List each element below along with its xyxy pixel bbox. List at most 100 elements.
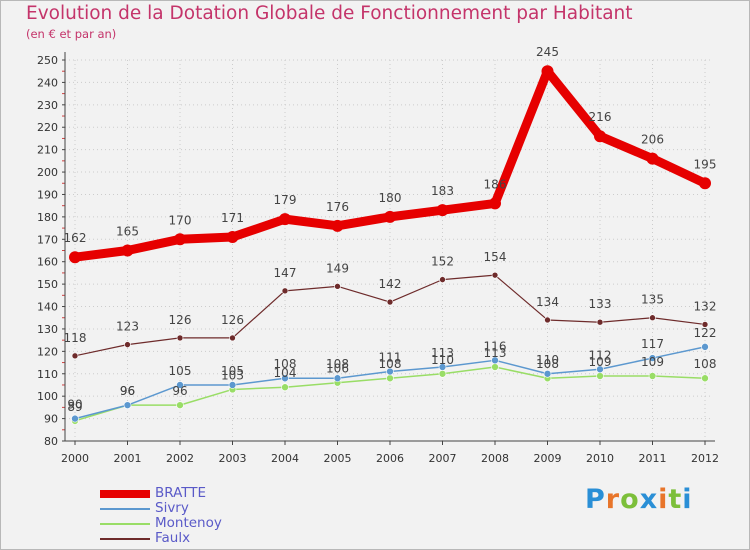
y-tick-label-80: 80 — [44, 435, 58, 448]
data-label-bratte-2008: 186 — [484, 177, 507, 191]
point-bratte-2000 — [69, 251, 81, 264]
point-bratte-2012 — [699, 177, 711, 190]
legend-item-sivry: Sivry — [100, 501, 300, 516]
point-sivry-2006 — [386, 367, 394, 376]
x-tick-label-2008: 2008 — [481, 452, 509, 465]
y-tick-label-160: 160 — [37, 256, 58, 269]
point-sivry-2001 — [123, 401, 132, 409]
y-tick-label-180: 180 — [37, 211, 58, 224]
y-tick-label-220: 220 — [37, 121, 58, 134]
data-label-sivry-2012: 122 — [694, 326, 717, 340]
data-label-montenoy-2003: 103 — [221, 368, 244, 382]
point-sivry-2007 — [438, 363, 447, 371]
data-label-faulx-2010: 133 — [589, 297, 612, 311]
point-montenoy-2002 — [176, 401, 184, 409]
point-bratte-2001 — [121, 244, 134, 257]
point-faulx-2012 — [701, 321, 709, 328]
legend-label-montenoy: Montenoy — [155, 515, 222, 531]
x-tick-label-2004: 2004 — [271, 452, 299, 465]
x-tick-label-2000: 2000 — [61, 452, 89, 465]
data-label-montenoy-2002: 96 — [172, 384, 187, 398]
point-sivry-2009 — [543, 369, 552, 378]
data-label-montenoy-2006: 108 — [379, 357, 402, 371]
point-faulx-2011 — [649, 314, 656, 322]
data-label-sivry-2010: 112 — [589, 348, 612, 362]
point-montenoy-2008 — [491, 363, 499, 371]
legend-swatch-bratte — [100, 490, 150, 498]
data-label-sivry-2007: 113 — [431, 346, 454, 360]
x-tick-label-2012: 2012 — [691, 452, 719, 465]
data-label-bratte-2004: 179 — [274, 193, 297, 207]
point-sivry-2003 — [228, 381, 237, 389]
legend: BRATTE Sivry Montenoy Faulx — [100, 486, 300, 546]
data-label-bratte-2005: 176 — [326, 200, 349, 214]
point-bratte-2009 — [541, 65, 554, 78]
data-label-sivry-2000: 90 — [67, 398, 82, 412]
point-bratte-2007 — [436, 204, 449, 217]
point-montenoy-2004 — [281, 383, 289, 392]
y-tick-label-210: 210 — [37, 144, 58, 157]
y-tick-label-170: 170 — [37, 233, 58, 246]
legend-swatch-sivry — [100, 508, 150, 510]
data-label-sivry-2006: 111 — [379, 351, 402, 365]
legend-label-bratte: BRATTE — [155, 485, 207, 501]
point-bratte-2010 — [594, 130, 606, 143]
data-label-montenoy-2008: 113 — [484, 346, 507, 360]
data-label-sivry-2005: 108 — [326, 357, 349, 371]
data-label-sivry-2002: 105 — [169, 364, 192, 378]
data-label-faulx-2009: 134 — [536, 295, 559, 309]
data-label-sivry-2004: 108 — [274, 357, 297, 371]
point-faulx-2003 — [229, 334, 236, 342]
point-faulx-2007 — [439, 276, 446, 283]
point-sivry-2012 — [701, 343, 709, 351]
data-label-sivry-2001: 96 — [120, 384, 135, 398]
y-tick-label-240: 240 — [37, 76, 58, 89]
point-sivry-2010 — [596, 365, 604, 374]
logo-letter: i — [682, 484, 693, 515]
point-montenoy-2012 — [701, 374, 709, 383]
point-faulx-2009 — [544, 316, 551, 324]
point-faulx-2005 — [334, 283, 341, 290]
data-label-montenoy-2011: 109 — [641, 355, 664, 369]
legend-item-bratte: BRATTE — [100, 486, 300, 501]
point-bratte-2006 — [384, 210, 396, 223]
data-label-montenoy-2005: 106 — [326, 362, 349, 376]
logo-letter: P — [585, 484, 606, 515]
point-bratte-2008 — [489, 197, 501, 210]
logo-letter: t — [668, 484, 683, 515]
legend-item-faulx: Faulx — [100, 531, 300, 546]
point-faulx-2006 — [386, 298, 394, 306]
legend-label-sivry: Sivry — [155, 500, 189, 516]
point-montenoy-2006 — [386, 374, 394, 383]
x-tick-label-2002: 2002 — [166, 452, 194, 465]
x-tick-label-2005: 2005 — [324, 452, 352, 465]
y-tick-label-140: 140 — [37, 301, 58, 314]
x-tick-label-2003: 2003 — [219, 452, 247, 465]
data-label-montenoy-2012: 108 — [694, 357, 717, 371]
data-label-faulx-2005: 149 — [326, 261, 349, 275]
y-tick-label-100: 100 — [37, 390, 58, 403]
data-label-faulx-2001: 123 — [116, 320, 139, 334]
legend-swatch-faulx — [100, 538, 150, 540]
logo-letter: x — [639, 484, 659, 515]
y-tick-label-190: 190 — [37, 188, 58, 201]
data-label-bratte-2002: 170 — [169, 213, 192, 227]
point-faulx-2004 — [281, 287, 289, 295]
point-montenoy-2007 — [438, 369, 447, 378]
data-label-bratte-2001: 165 — [116, 225, 139, 239]
legend-swatch-montenoy — [100, 523, 150, 525]
data-label-faulx-2002: 126 — [169, 313, 192, 327]
data-label-bratte-2007: 183 — [431, 184, 454, 198]
y-tick-label-120: 120 — [37, 345, 58, 358]
axis-layer: 8090100110120130140150160170180190200210… — [37, 52, 719, 465]
x-tick-label-2011: 2011 — [639, 452, 667, 465]
grid-layer — [65, 59, 710, 442]
point-bratte-2011 — [646, 152, 659, 165]
proxiti-logo: Proxiti — [585, 484, 693, 515]
y-tick-label-90: 90 — [44, 413, 58, 426]
data-label-faulx-2006: 142 — [379, 277, 402, 291]
point-montenoy-2011 — [648, 372, 657, 380]
logo-letter: o — [620, 484, 640, 515]
y-tick-label-110: 110 — [37, 368, 58, 381]
